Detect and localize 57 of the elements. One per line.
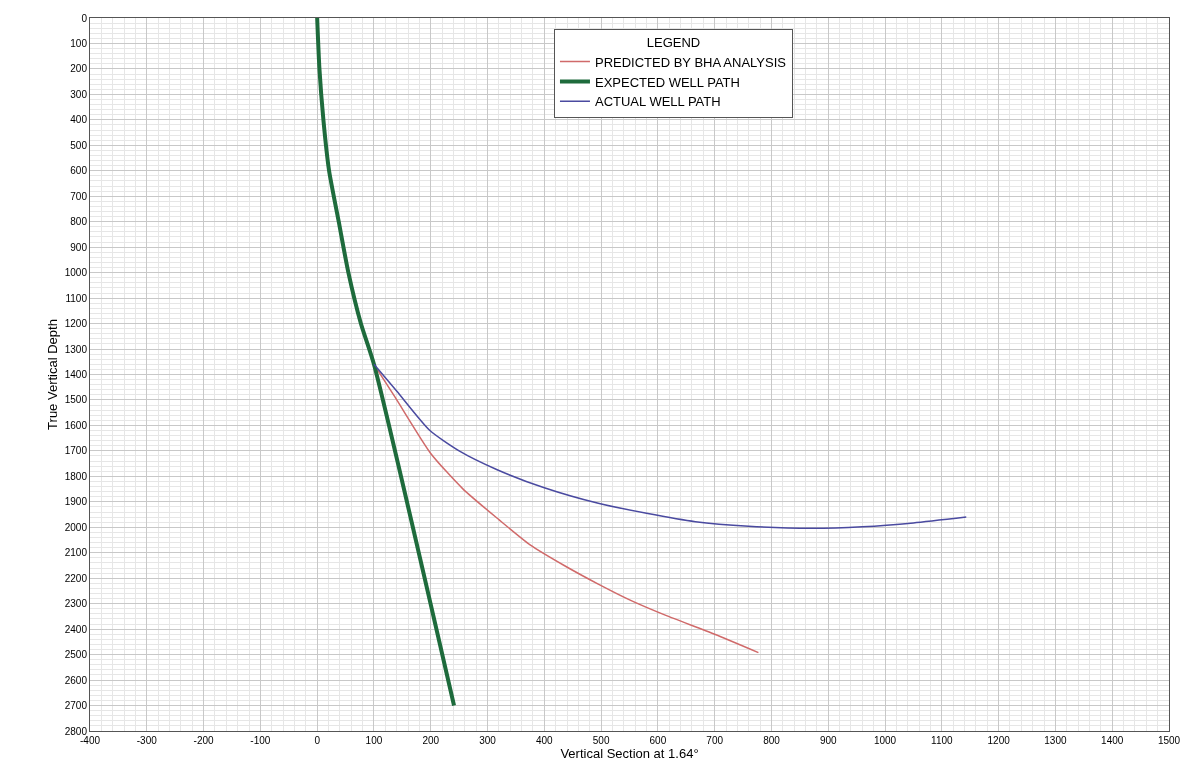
y-tick-label: 1900 — [64, 496, 88, 508]
x-tick-label: 1300 — [1044, 735, 1067, 746]
y-tick-label: 200 — [70, 63, 88, 75]
y-tick-label: 1100 — [65, 292, 88, 304]
line-series — [315, 18, 457, 708]
x-tick-label: 400 — [535, 735, 554, 746]
y-tick-label: 2500 — [64, 649, 88, 661]
y-tick-label: 1600 — [64, 419, 88, 431]
y-tick-label: 2600 — [64, 674, 88, 686]
y-tick-label: 2300 — [64, 598, 88, 610]
legend-label: EXPECTED WELL PATH — [594, 74, 740, 90]
y-tick-label: 1300 — [64, 343, 88, 355]
y-tick-label: 2100 — [64, 547, 88, 559]
line-series — [373, 363, 968, 530]
x-tick-label: -200 — [193, 735, 215, 746]
y-tick-label: 400 — [70, 114, 88, 126]
x-tick-label: 1100 — [931, 735, 954, 746]
x-tick-label: 100 — [365, 735, 383, 746]
y-tick-label: 300 — [70, 88, 88, 100]
legend-label: ACTUAL WELL PATH — [594, 94, 721, 110]
x-tick-label: 500 — [592, 735, 610, 746]
x-tick-label: 300 — [479, 735, 497, 746]
y-tick-label: 800 — [70, 216, 88, 228]
y-tick-label: 0 — [81, 12, 88, 24]
y-tick-label: 2200 — [64, 572, 88, 584]
y-tick-label: 2000 — [64, 521, 88, 533]
x-tick-label: 700 — [706, 735, 724, 746]
x-tick-label: -100 — [250, 735, 271, 746]
y-tick-label: 2700 — [64, 700, 88, 712]
y-tick-label: 1200 — [64, 318, 88, 330]
y-tick-label: 500 — [70, 139, 88, 151]
legend-label: PREDICTED BY BHA ANALYSIS — [594, 54, 787, 70]
y-tick-label: 700 — [70, 190, 88, 202]
x-tick-label: 1000 — [873, 735, 897, 746]
y-tick-label: 1700 — [64, 445, 88, 457]
x-tick-label: 1200 — [987, 735, 1011, 746]
x-tick-label: 800 — [763, 735, 781, 746]
x-axis-title: Vertical Section at 1.64° — [560, 746, 699, 761]
x-tick-label: -400 — [79, 735, 101, 746]
legend-title: LEGEND — [646, 34, 701, 50]
y-axis-title: True Vertical Depth — [44, 319, 60, 430]
y-tick-label: 2800 — [64, 725, 88, 737]
y-tick-label: 100 — [70, 37, 88, 49]
y-tick-label: 2400 — [64, 623, 88, 635]
y-tick-label: 1000 — [64, 267, 88, 279]
y-tick-label: 600 — [70, 165, 88, 177]
y-tick-label: 1800 — [64, 470, 88, 482]
x-tick-label: 600 — [649, 735, 667, 746]
x-tick-label: 1500 — [1157, 735, 1181, 746]
x-tick-label: -300 — [136, 735, 158, 746]
y-tick-label: 1400 — [64, 369, 88, 380]
x-tick-label: 900 — [819, 735, 838, 746]
x-tick-label: 200 — [422, 735, 440, 746]
y-tick-label: 1500 — [64, 394, 88, 406]
x-tick-label: 0 — [314, 735, 321, 746]
y-tick-label: 900 — [70, 241, 88, 253]
x-tick-label: 1400 — [1101, 735, 1124, 746]
